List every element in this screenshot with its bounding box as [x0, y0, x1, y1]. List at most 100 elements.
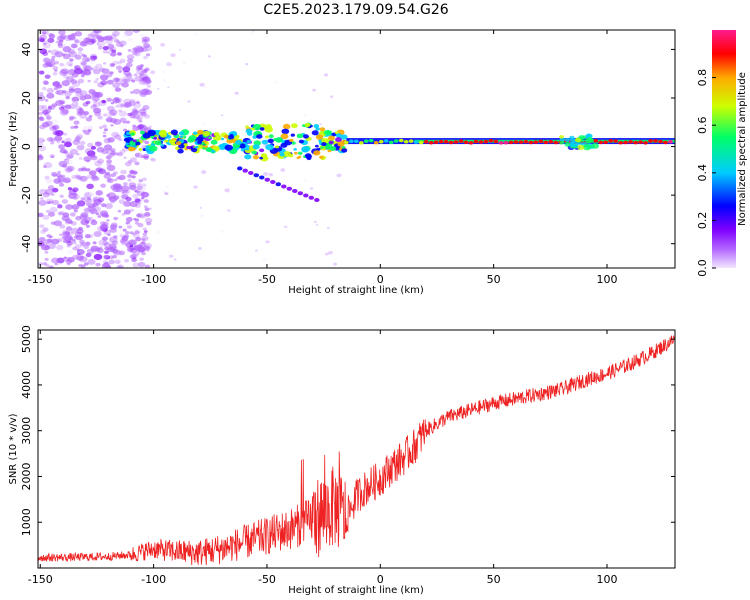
spectrogram-cell	[618, 140, 624, 145]
spectrogram-cell	[187, 137, 195, 143]
spectrogram-cell	[104, 250, 109, 254]
spectrogram-cell	[281, 184, 287, 189]
spectrogram-cell	[146, 84, 151, 88]
spectrogram-cell	[593, 138, 599, 143]
spectrogram-cell	[582, 143, 592, 151]
spectrogram-cell	[65, 96, 70, 100]
spectrogram-cell	[112, 195, 120, 200]
spectrogram-cell	[340, 134, 348, 140]
spectrogram-cell	[538, 139, 544, 144]
spectrogram-cell	[83, 196, 92, 203]
y-tick-label: 2000	[20, 462, 33, 490]
spectrogram-cell	[53, 60, 60, 65]
spectrogram-cell	[224, 144, 233, 151]
spectrogram-cell	[44, 120, 53, 127]
spectrogram-cell	[95, 77, 100, 81]
spectrogram-cell	[91, 247, 96, 252]
spectrogram-cell	[109, 109, 118, 116]
spectrogram-cell	[70, 212, 76, 217]
spectrogram-cell	[138, 179, 143, 183]
spectrogram-cell	[58, 211, 65, 216]
spectrogram-cell	[303, 193, 309, 198]
spectrogram-cell	[293, 151, 298, 155]
spectrogram-cell	[608, 139, 614, 143]
spectrogram-cell	[132, 193, 139, 199]
spectrogram-cell	[613, 139, 619, 143]
spectrogram-cell	[79, 95, 87, 101]
spectrogram-cell	[115, 78, 124, 84]
spectrogram-cell	[279, 152, 285, 157]
spectrogram-cell	[323, 129, 332, 136]
spectrogram-cell	[39, 38, 45, 43]
spectrogram-cell	[144, 78, 150, 83]
spectrogram-cell	[134, 51, 141, 57]
spectrogram-cell	[107, 98, 112, 102]
colorbar-tick-label: 0.6	[696, 116, 709, 134]
spectrogram-cell	[289, 138, 294, 143]
spectrogram-cell	[41, 244, 50, 251]
spectrogram-cell	[39, 117, 45, 122]
spectrogram-cell	[245, 62, 249, 66]
spectrogram-cell	[260, 153, 268, 158]
spectrogram-cell	[97, 225, 105, 232]
spectrogram-cell	[107, 137, 115, 143]
spectrogram-cell	[408, 139, 414, 143]
spectrogram-cell	[119, 234, 125, 238]
spectrogram-cell	[122, 236, 126, 239]
spectrogram-cell	[268, 134, 274, 139]
spectrogram-cell	[193, 185, 198, 189]
spectrogram-cell	[202, 147, 206, 150]
spectrogram-cell	[101, 149, 109, 155]
spectrogram-cell	[78, 109, 85, 115]
spectrogram-cell	[66, 241, 73, 246]
spectrogram-cell	[95, 212, 100, 216]
spectrogram-cell	[40, 229, 47, 234]
spectrogram-cell	[288, 153, 294, 158]
spectrogram-cell	[57, 35, 65, 42]
spectrogram-cell	[95, 205, 101, 210]
spectrogram-cell	[139, 33, 146, 38]
spectrogram-cell	[136, 47, 145, 53]
spectrogram-cell	[149, 145, 158, 152]
spectrogram-cell	[253, 173, 260, 178]
spectrogram-cell	[99, 74, 109, 81]
spectrogram-cell	[137, 183, 142, 187]
spectrogram-cell	[473, 139, 479, 144]
spectrogram-cell	[103, 254, 111, 260]
spectrogram-panel: -150 -100 -50 0 50 100 -40 -20 0 20 40 Height of …	[8, 29, 676, 296]
spectrogram-cell	[38, 199, 47, 206]
spectrogram-cell	[523, 140, 529, 144]
spectrogram-cell	[116, 264, 124, 268]
spectrogram-cell	[80, 61, 87, 66]
spectrogram-cell	[286, 186, 293, 191]
spectrogram-cell	[423, 139, 429, 144]
spectrogram-cell	[45, 209, 51, 213]
spectrogram-cell	[128, 100, 137, 107]
spectrogram-cell	[115, 105, 119, 108]
spectrogram-cell	[150, 158, 154, 161]
spectrogram-cell	[498, 141, 504, 145]
spectrogram-cell	[141, 241, 146, 245]
spectrogram-cell	[51, 103, 58, 108]
spectrogram-cell	[252, 135, 258, 139]
spectrogram-cell	[98, 126, 103, 129]
spectrogram-cell	[102, 240, 109, 246]
spectrogram-cell	[44, 250, 49, 254]
spectrogram-cell	[144, 207, 150, 212]
x-tick-label: -100	[141, 573, 166, 586]
spectrogram-cell	[79, 214, 88, 220]
spectrogram-cell	[118, 110, 127, 117]
spectrogram-cell	[207, 55, 212, 58]
spectrogram-cell	[92, 197, 98, 202]
spectrogram-cell	[508, 140, 514, 145]
y-tick-label: 40	[20, 42, 33, 56]
spectrogram-cell	[122, 228, 127, 232]
spectrogram-cell	[129, 157, 137, 163]
spectrogram-cell	[341, 148, 348, 153]
spectrogram-cell	[118, 199, 126, 204]
spectrogram-cell	[154, 140, 162, 146]
spectrogram-cell	[428, 140, 434, 145]
spectrogram-cell	[368, 138, 374, 143]
spectrogram-cell	[334, 131, 339, 134]
spectrogram-cell	[71, 204, 80, 210]
